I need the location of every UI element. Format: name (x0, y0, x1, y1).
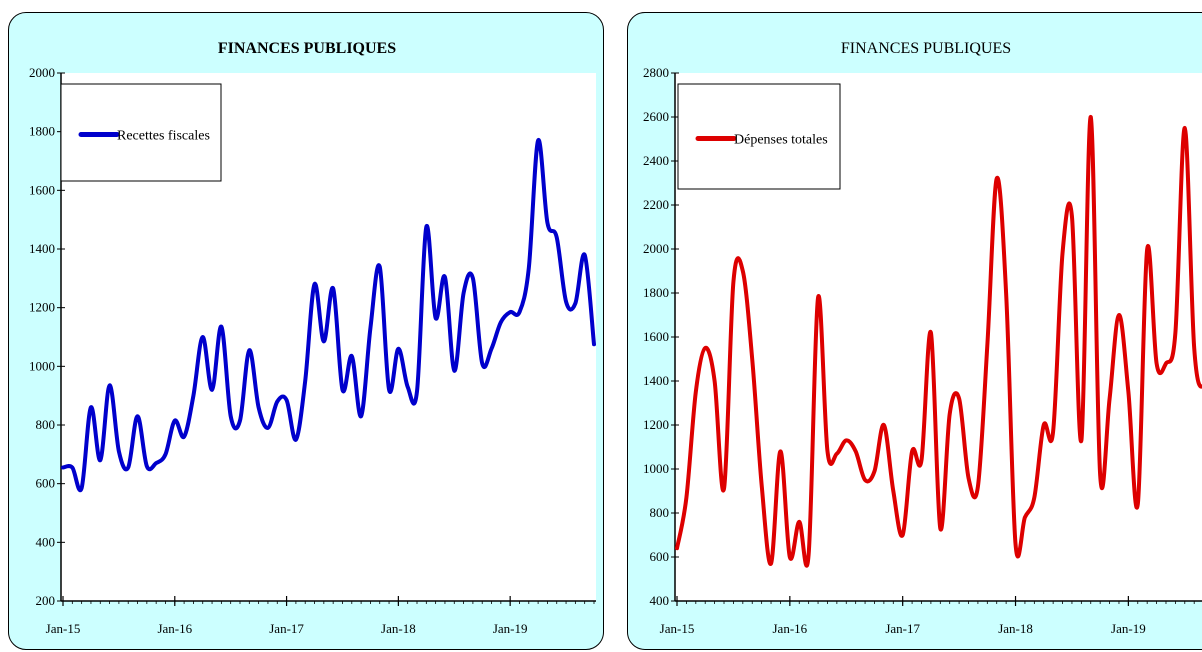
y-tick-label: 2800 (643, 65, 669, 80)
x-tick-label: Jan-19 (1111, 621, 1146, 636)
chart-depenses-svg: FINANCES PUBLIQUES 400 600 800 1000 1200 1400 1… (643, 40, 1202, 636)
y-tick-label: 800 (650, 505, 670, 520)
x-tick-label: Jan-16 (157, 621, 192, 636)
x-tick-label: Jan-15 (46, 621, 81, 636)
y-tick-label: 400 (650, 593, 670, 608)
series-line-recettes (61, 138, 596, 493)
x-tick-label: Jan-17 (885, 621, 920, 636)
y-tick-label: 800 (36, 417, 56, 432)
y-tick-label: 1400 (643, 373, 669, 388)
x-tick-label: Jan-18 (381, 621, 416, 636)
x-tick-label: Jan-15 (660, 621, 695, 636)
chart-title: FINANCES PUBLIQUES (841, 40, 1011, 57)
chart-panel-depenses: FINANCES PUBLIQUES 400 600 800 1000 1200 1400 1… (627, 12, 1202, 650)
y-tick-label: 2400 (643, 153, 669, 168)
y-tick-label: 1000 (643, 461, 669, 476)
y-tick-label: 2000 (29, 65, 55, 80)
legend-label: Dépenses totales (734, 133, 828, 148)
y-tick-label: 600 (650, 549, 670, 564)
legend-label: Recettes fiscales (117, 129, 210, 144)
x-tick-label: Jan-19 (493, 621, 528, 636)
chart-recettes-svg: FINANCES PUBLIQUES 200 400 600 800 1000 1200 14… (29, 40, 596, 636)
x-tick-label: Jan-17 (269, 621, 304, 636)
x-tick-label: Jan-16 (773, 621, 808, 636)
y-tick-label: 2600 (643, 109, 669, 124)
y-tick-label: 2000 (643, 241, 669, 256)
y-tick-label: 1600 (29, 182, 55, 197)
chart-title: FINANCES PUBLIQUES (218, 40, 396, 57)
y-tick-label: 1400 (29, 241, 55, 256)
x-tick-label: Jan-18 (998, 621, 1033, 636)
y-tick-label: 1800 (29, 124, 55, 139)
chart-panel-recettes: FINANCES PUBLIQUES 200 400 600 800 1000 1200 14… (8, 12, 604, 650)
y-tick-label: 600 (36, 476, 56, 491)
y-tick-label: 1600 (643, 329, 669, 344)
y-tick-label: 400 (36, 534, 56, 549)
y-tick-label: 1800 (643, 285, 669, 300)
y-tick-label: 1200 (643, 417, 669, 432)
y-tick-label: 2200 (643, 197, 669, 212)
series-line-depenses (675, 114, 1202, 568)
y-tick-label: 1200 (29, 300, 55, 315)
y-tick-label: 200 (36, 593, 56, 608)
y-tick-label: 1000 (29, 358, 55, 373)
